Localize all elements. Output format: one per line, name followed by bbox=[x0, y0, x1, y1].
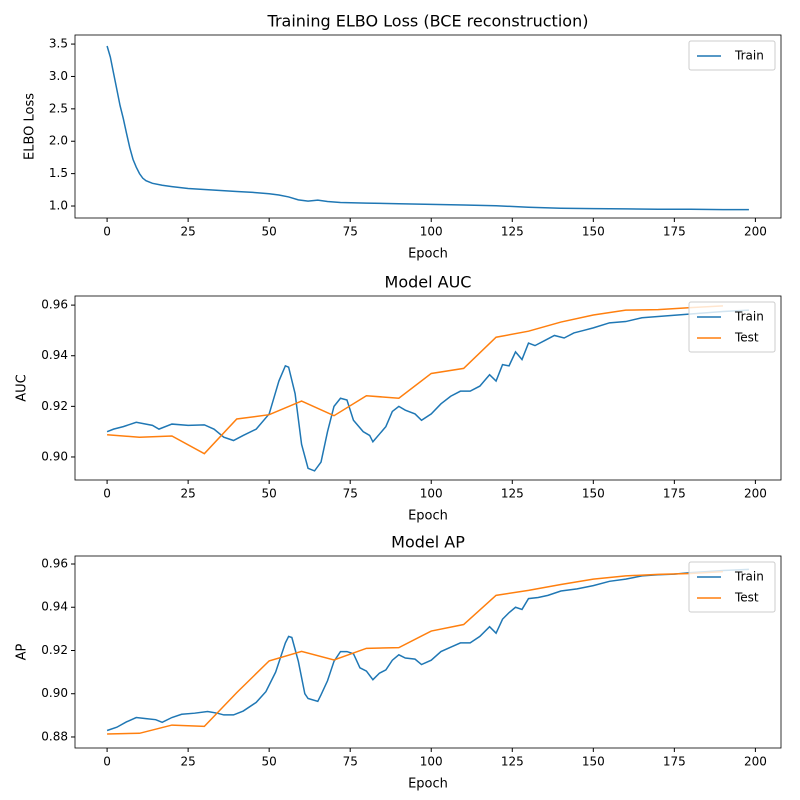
x-tick-label: 100 bbox=[420, 487, 443, 501]
x-tick-label: 75 bbox=[343, 225, 358, 239]
legend-label: Test bbox=[734, 331, 759, 345]
y-tick-label: 0.88 bbox=[41, 729, 68, 743]
x-tick-label: 75 bbox=[343, 487, 358, 501]
x-tick-label: 100 bbox=[420, 225, 443, 239]
series-line bbox=[106, 309, 749, 472]
x-tick-label: 0 bbox=[103, 225, 111, 239]
x-tick-label: 200 bbox=[744, 755, 767, 769]
y-tick-label: 2.5 bbox=[49, 101, 68, 115]
y-tick-label: 1.0 bbox=[49, 199, 68, 213]
y-tick-label: 0.94 bbox=[41, 600, 68, 614]
x-tick-label: 150 bbox=[582, 225, 605, 239]
x-tick-label: 150 bbox=[582, 487, 605, 501]
x-tick-label: 200 bbox=[744, 487, 767, 501]
x-tick-label: 200 bbox=[744, 225, 767, 239]
legend-box bbox=[688, 561, 776, 613]
y-tick-label: 1.5 bbox=[49, 166, 68, 180]
x-tick-label: 175 bbox=[663, 487, 686, 501]
x-tick-label: 25 bbox=[180, 755, 195, 769]
x-tick-label: 0 bbox=[103, 755, 111, 769]
x-tick-label: 150 bbox=[582, 755, 605, 769]
x-tick-label: 75 bbox=[343, 755, 358, 769]
y-tick-label: 3.0 bbox=[49, 69, 68, 83]
series-line bbox=[106, 45, 749, 211]
legend-box bbox=[688, 301, 776, 353]
y-tick-label: 0.90 bbox=[41, 686, 68, 700]
series-line bbox=[107, 305, 724, 455]
x-tick-label: 50 bbox=[262, 487, 277, 501]
axes-frame bbox=[74, 34, 782, 219]
y-axis-label: ELBO Loss bbox=[23, 93, 38, 160]
legend-label: Train bbox=[734, 570, 764, 584]
x-tick-label: 25 bbox=[180, 225, 195, 239]
axes-frame bbox=[74, 295, 782, 481]
legend-label: Train bbox=[734, 310, 764, 324]
y-tick-label: 0.92 bbox=[41, 643, 68, 657]
y-tick-label: 0.92 bbox=[41, 399, 68, 413]
series-line bbox=[107, 570, 724, 735]
x-axis-label: Epoch bbox=[408, 509, 448, 524]
legend-label: Test bbox=[734, 591, 759, 605]
y-tick-label: 0.90 bbox=[41, 449, 68, 463]
x-tick-label: 50 bbox=[262, 755, 277, 769]
x-tick-label: 50 bbox=[262, 225, 277, 239]
y-tick-label: 0.94 bbox=[41, 348, 68, 362]
legend-box bbox=[688, 40, 776, 71]
x-tick-label: 125 bbox=[501, 487, 524, 501]
y-axis-label: AUC bbox=[15, 374, 30, 402]
chart-title: Model AP bbox=[391, 533, 465, 552]
y-tick-label: 3.5 bbox=[49, 37, 68, 51]
y-tick-label: 0.96 bbox=[41, 298, 68, 312]
chart-title: Training ELBO Loss (BCE reconstruction) bbox=[267, 12, 589, 31]
x-axis-label: Epoch bbox=[408, 777, 448, 792]
x-tick-label: 175 bbox=[663, 755, 686, 769]
x-tick-label: 125 bbox=[501, 755, 524, 769]
x-tick-label: 0 bbox=[103, 487, 111, 501]
x-tick-label: 175 bbox=[663, 225, 686, 239]
series-line bbox=[106, 568, 749, 732]
chart-title: Model AUC bbox=[385, 273, 472, 292]
y-axis-label: AP bbox=[15, 643, 30, 660]
x-tick-label: 125 bbox=[501, 225, 524, 239]
legend-label: Train bbox=[734, 49, 764, 63]
x-tick-label: 100 bbox=[420, 755, 443, 769]
x-axis-label: Epoch bbox=[408, 247, 448, 262]
axes-frame bbox=[74, 555, 782, 749]
y-tick-label: 2.0 bbox=[49, 134, 68, 148]
x-tick-label: 25 bbox=[180, 487, 195, 501]
y-tick-label: 0.96 bbox=[41, 557, 68, 571]
